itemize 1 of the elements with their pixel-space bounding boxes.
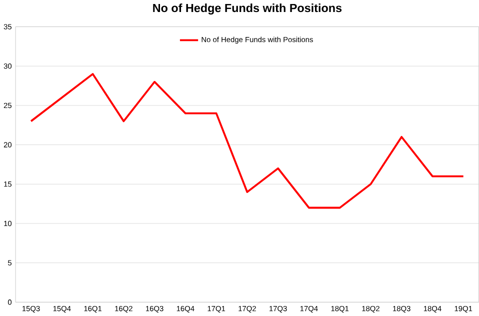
chart-title: No of Hedge Funds with Positions	[153, 4, 342, 14]
